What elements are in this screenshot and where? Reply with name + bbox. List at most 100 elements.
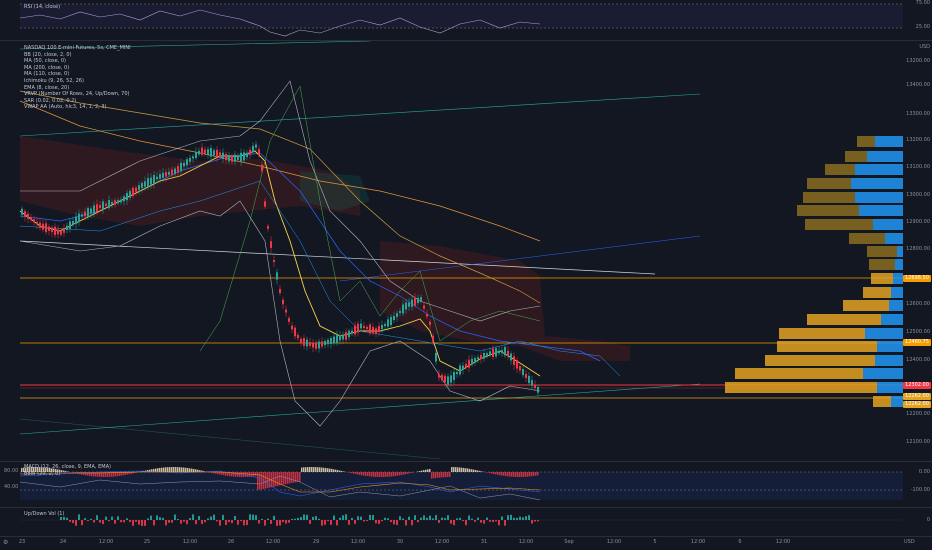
vrvp-down — [863, 287, 891, 298]
candle-body — [201, 147, 203, 155]
macd-bar — [43, 467, 45, 472]
volume-bar — [393, 520, 395, 525]
volume-bar — [459, 517, 461, 520]
price-axis[interactable]: USD 13400.00 13300.00 13200.00 13200.00 … — [903, 41, 932, 461]
price-tick: 13200.00 — [906, 137, 930, 143]
candle-body — [246, 152, 248, 158]
time-label: 12:00 — [606, 539, 622, 545]
macd-bar — [29, 467, 31, 472]
candle-body — [132, 187, 134, 197]
candle-body — [99, 204, 101, 209]
candle-body — [33, 219, 35, 223]
candle-body — [135, 187, 137, 192]
vrvp-up — [855, 192, 903, 203]
time-axis[interactable]: 23 24 12:00 25 12:00 26 12:00 29 12:00 3… — [0, 537, 903, 550]
legend-ma200[interactable]: MA (200, close, 0) — [24, 64, 70, 71]
legend-ichimoku[interactable]: Ichimoku (9, 26, 52, 26) — [24, 77, 84, 84]
volume-bar — [150, 515, 152, 520]
volume-bar — [345, 514, 347, 520]
legend-vrvp[interactable]: VRVP (Number Of Rows, 24, Up/Down, 70) — [24, 91, 130, 98]
macd-bar — [309, 467, 311, 472]
candle-body — [57, 229, 59, 235]
volume-bar — [351, 517, 353, 520]
candle-body — [504, 346, 506, 356]
price-tag-12302[interactable]: 12302.00 — [903, 382, 931, 389]
macd-bar — [27, 467, 29, 472]
pane-separator[interactable] — [0, 461, 932, 462]
legend-ema[interactable]: EMA (8, close, 20) — [24, 84, 70, 91]
macd-bar — [215, 472, 217, 474]
volume-bar — [480, 520, 482, 523]
volume-pane[interactable]: Up/Down Vol (1) — [0, 508, 903, 536]
price-tag-12262[interactable]: 12262.00 — [903, 393, 931, 400]
price-tick: 12400.00 — [906, 357, 930, 363]
volume-bar — [87, 520, 89, 522]
macd-bar — [537, 472, 539, 476]
candle-body — [63, 228, 65, 233]
macd-bar — [177, 467, 179, 472]
time-label: 12:00 — [182, 539, 198, 545]
legend-sar[interactable]: SAR (0.02, 0.02, 0.2) — [24, 97, 77, 104]
rsi-chart — [19, 3, 903, 37]
macd-bar — [495, 472, 497, 475]
macd-axis[interactable]: 0.00 -100.00 — [903, 462, 932, 506]
rsi-line — [19, 9, 541, 37]
macd-bar — [273, 472, 275, 487]
vrvp-down — [777, 341, 877, 352]
rsi-axis[interactable]: 75.00 25.00 — [903, 0, 932, 39]
volume-bar — [492, 520, 494, 522]
price-tick: 13400.00 — [906, 82, 930, 88]
candle-body — [39, 222, 41, 228]
price-tag-12262b[interactable]: 12262.00 — [903, 401, 931, 408]
candle-body — [486, 353, 488, 357]
macd-bar — [153, 468, 155, 472]
candle-body — [264, 201, 266, 207]
volume-bar — [468, 515, 470, 520]
pane-separator[interactable] — [0, 507, 932, 508]
ma-110 — [19, 90, 541, 304]
legend-symbol[interactable]: NASDAQ 100 E-mini Futures, 5s, CME_MINI — [24, 45, 131, 51]
candle-body — [78, 213, 80, 222]
settings-gear-icon[interactable]: ⚙ — [3, 539, 9, 546]
price-tag-12460[interactable]: 12460.75 — [903, 339, 931, 346]
time-axis-separator — [0, 536, 932, 537]
legend-ma50[interactable]: MA (50, close, 0) — [24, 58, 67, 65]
macd-bar — [329, 468, 331, 472]
macd-bar — [121, 472, 123, 476]
macd-bar — [353, 472, 355, 474]
price-tick: 12800.00 — [906, 246, 930, 252]
volume-bar — [105, 516, 107, 520]
volume-bar — [447, 515, 449, 520]
volume-bar — [231, 520, 233, 524]
volume-axis[interactable]: 0 — [903, 508, 932, 536]
macd-bar — [165, 467, 167, 472]
candle-body — [471, 358, 473, 365]
vrvp-down — [869, 259, 895, 270]
trendline-bottom — [19, 418, 441, 460]
macd-bar — [301, 467, 303, 472]
pane-separator[interactable] — [0, 40, 932, 41]
macd-bar — [401, 472, 403, 475]
volume-bar — [444, 518, 446, 520]
legend-bb[interactable]: BB (20, close, 2, 0) — [24, 51, 72, 58]
candle-body — [237, 155, 239, 160]
macd-bar — [465, 468, 467, 472]
legend-ma110[interactable]: MA (110, close, 0) — [24, 71, 70, 78]
candle-body — [90, 208, 92, 214]
volume-bar — [252, 514, 254, 520]
candle-body — [381, 324, 383, 330]
main-chart-pane[interactable]: NASDAQ 100 E-mini Futures, 5s, CME_MINI … — [0, 41, 903, 461]
macd-bar — [447, 472, 449, 478]
rsi-pane[interactable]: RSI (14, close) — [0, 0, 903, 39]
macd-pane[interactable]: MACD (12, 26, close, 9, EMA, EMA) BBW (2… — [0, 462, 903, 506]
macd-bar — [35, 467, 37, 472]
candle-body — [402, 304, 404, 314]
price-tag-12698[interactable]: 12698.50 — [903, 275, 931, 282]
macd-bar — [449, 472, 451, 478]
main-legend: NASDAQ 100 E-mini Futures, 5s, CME_MINI … — [24, 45, 131, 111]
legend-vwap[interactable]: VWAP AA (Auto, hlc3, 14, 1, 2, 3) — [24, 104, 107, 111]
price-chart — [19, 41, 903, 460]
candle-body — [228, 155, 230, 162]
macd-bar — [225, 472, 227, 476]
macd-bar — [91, 472, 93, 477]
